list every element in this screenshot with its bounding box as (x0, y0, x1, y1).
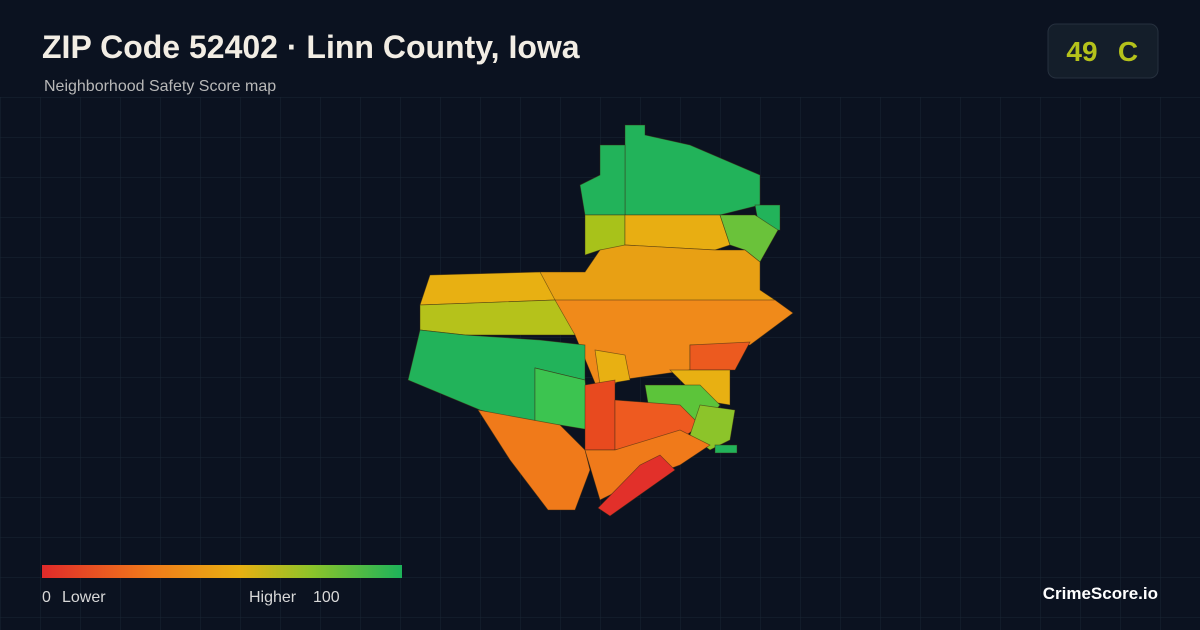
legend-max-label: Higher (249, 589, 297, 606)
area (584, 379, 616, 451)
title: ZIP Code 52402 · Linn County, Iowa (42, 29, 580, 65)
area (419, 271, 556, 306)
area (539, 244, 777, 306)
score: 49 (1066, 36, 1097, 67)
area (477, 409, 591, 511)
map (407, 124, 794, 517)
legend-min: 0 (42, 589, 51, 606)
brand: CrimeScore.io (1043, 584, 1158, 603)
legend-max: 100 (313, 589, 340, 606)
area (689, 341, 751, 371)
area (594, 349, 631, 386)
subtitle: Neighborhood Safety Score map (44, 78, 276, 95)
area (624, 214, 731, 251)
area (714, 444, 738, 454)
legend-scale (42, 565, 402, 578)
area (597, 454, 676, 517)
score-badge (1047, 23, 1159, 79)
area (419, 299, 576, 336)
legend-min-label: Lower (62, 589, 106, 606)
area (534, 367, 591, 431)
grade: C (1118, 36, 1138, 67)
